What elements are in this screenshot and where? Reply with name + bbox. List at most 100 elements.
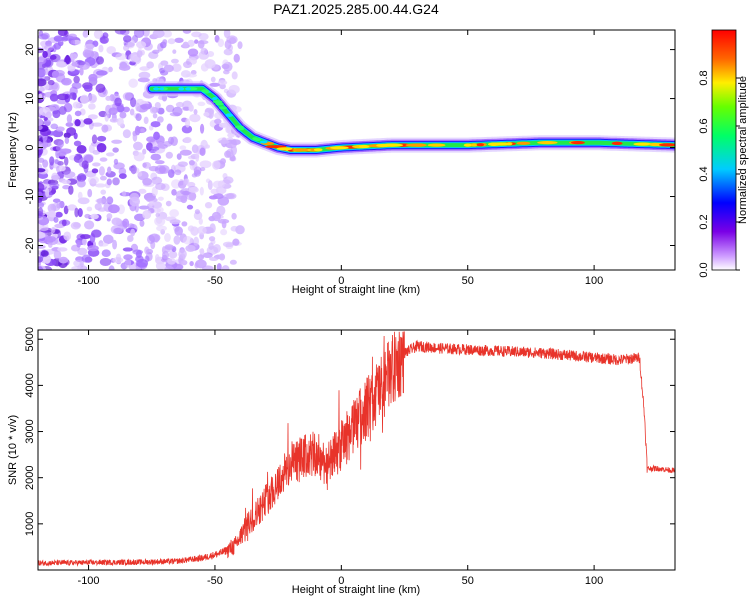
spectrogram-frame	[37, 29, 676, 271]
colorbar-tick-label: 0.2	[698, 214, 710, 229]
spectrogram-noise-blob	[136, 258, 149, 268]
spectrogram-noise-blob	[166, 123, 173, 132]
spectrogram-noise-blob	[51, 226, 56, 234]
spectrogram-noise-blob	[48, 210, 57, 218]
spectrogram-noise-blob	[47, 203, 57, 213]
spectrogram-noise-blob	[123, 35, 132, 43]
spectrogram-noise-blob	[38, 191, 43, 199]
spectrogram-noise-blob	[98, 44, 104, 53]
spectrogram-noise-blob	[111, 217, 122, 226]
spectrogram-peak	[212, 97, 218, 101]
spectrogram-noise-blob	[153, 131, 161, 141]
spectrogram-noise-blob	[58, 151, 67, 156]
spectrogram-noise-blob	[73, 140, 82, 147]
spectrogram-noise-blob	[82, 237, 87, 246]
spectrogram-noise-blob	[137, 171, 143, 177]
spectrogram-noise-blob	[49, 54, 57, 60]
spectrogram-noise-blob	[232, 238, 240, 246]
spectrogram-noise-blob	[179, 149, 192, 156]
spectrogram-noise-blob	[149, 106, 157, 114]
snr-y-tick-label: 5000	[24, 327, 36, 351]
spectrogram-noise-blob	[217, 218, 230, 224]
spectrogram-noise-blob	[123, 254, 133, 261]
spectrogram-noise-blob	[118, 64, 131, 71]
spectrogram-noise-blob	[228, 84, 240, 94]
spectrogram-noise-blob	[150, 153, 162, 161]
spectrogram-peak	[259, 140, 268, 144]
spectrogram-noise-blob	[77, 207, 83, 218]
spectrogram-noise-blob	[133, 152, 145, 162]
spectrogram-noise-blob	[108, 107, 118, 116]
spectrogram-peak	[234, 125, 244, 129]
snr-y-axis-label: SNR (10 * v/v)	[7, 415, 19, 485]
spectrogram-noise-blob	[122, 190, 127, 197]
spectrogram-noise-blob	[96, 143, 107, 153]
spectrogram-noise-blob	[154, 102, 161, 109]
spectrogram-noise-blob	[142, 162, 151, 169]
spectrogram-noise-blob	[210, 188, 219, 195]
spectrogram-noise-blob	[179, 145, 187, 150]
spectrogram-noise-blob	[122, 92, 133, 101]
spectrogram-noise-blob	[204, 201, 213, 209]
spectrogram-noise-blob	[130, 97, 137, 108]
spectrogram-noise-blob	[130, 228, 136, 237]
spectrogram-y-ticks: -20 -10 0 10 20	[24, 43, 675, 253]
spectrogram-noise-blob	[195, 259, 207, 269]
spectrogram-noise-blob	[217, 38, 225, 48]
spectrogram-x-tick-label: 50	[462, 275, 474, 287]
spectrogram-noise-blob	[149, 200, 155, 206]
spectrogram-noise-blob	[224, 150, 232, 158]
spectrogram-peak	[537, 141, 558, 145]
spectrogram-noise-blob	[38, 197, 43, 204]
colorbar: 0.0 0.2 0.4 0.6 0.8 Normalized spectral ampl…	[698, 29, 749, 278]
spectrogram-noise-blob	[138, 71, 151, 79]
spectrogram-noise-blob	[58, 256, 69, 264]
spectrogram-noise-blob	[122, 218, 130, 228]
spectrogram-noise-blob	[118, 173, 127, 179]
spectrogram-noise-blob	[112, 147, 119, 153]
spectrogram-noise-blob	[64, 136, 70, 145]
spectrogram-noise-blob	[197, 254, 205, 260]
spectrogram-noise-blob	[156, 225, 167, 232]
spectrogram-x-tick-label: 100	[585, 275, 603, 287]
spectrogram-noise-blob	[165, 151, 173, 159]
spectrogram-noise-blob	[136, 50, 143, 58]
spectrogram-noise-blob	[178, 249, 187, 259]
spectrogram-noise-blob	[169, 219, 181, 225]
spectrogram-noise-blob	[157, 142, 164, 149]
spectrogram-peak	[470, 143, 478, 147]
spectrogram-noise-blob	[169, 209, 180, 218]
spectrogram-peak	[313, 148, 323, 152]
spectrogram-noise-blob	[164, 265, 175, 270]
snr-y-tick-label: 2000	[24, 465, 36, 489]
spectrogram-noise-blob	[135, 113, 142, 121]
spectrogram-noise-blob	[91, 134, 98, 144]
spectrogram-noise-blob	[151, 176, 163, 185]
spectrogram-noise-blob	[197, 101, 206, 107]
spectrogram-noise-blob	[164, 233, 171, 243]
spectrogram-noise-blob	[156, 206, 164, 214]
spectrogram-noise-blob	[220, 158, 226, 165]
spectrogram-noise-blob	[139, 219, 145, 227]
spectrogram-noise-blob	[99, 175, 107, 181]
spectrogram-noise-blob	[167, 38, 176, 45]
spectrogram-noise-blob	[40, 250, 49, 257]
spectrogram-noise-blob	[181, 221, 188, 227]
spectrogram-noise-blob	[199, 248, 205, 254]
spectrogram-noise-blob	[98, 166, 105, 176]
spectrogram-noise-blob	[157, 196, 164, 201]
spectrogram-noise-blob	[142, 148, 147, 155]
spectrogram-noise-blob	[221, 63, 230, 70]
spectrogram-noise-blob	[167, 169, 175, 178]
spectrogram-noise-blob	[162, 39, 168, 45]
spectrogram-noise-blob	[88, 144, 95, 154]
spectrogram-noise-blob	[43, 254, 51, 264]
spectrogram-noise-blob	[100, 189, 107, 195]
spectrogram-noise-blob	[185, 118, 191, 128]
spectrogram-noise-blob	[174, 226, 183, 236]
spectrogram-noise-blob	[38, 168, 46, 173]
spectrogram-noise-blob	[182, 106, 191, 111]
spectrogram-noise-blob	[132, 249, 144, 255]
spectrogram-noise-blob	[188, 104, 194, 112]
